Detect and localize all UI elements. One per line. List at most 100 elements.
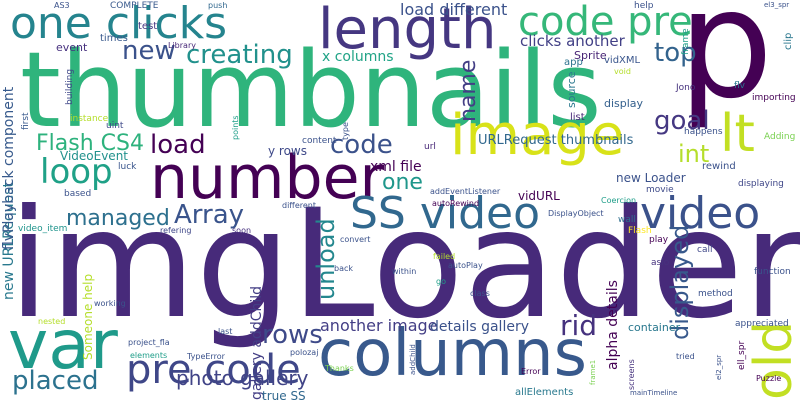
word-allelements: allElements [515,387,574,398]
word-based: based [64,189,92,199]
word-managed: managed [66,206,170,231]
word-project-fla: project_fla [128,338,170,347]
word-different: different [282,201,316,210]
word-as3: AS3 [54,1,70,10]
word-list: list [570,112,585,123]
word-one: one [382,170,423,195]
word-instance: instance [70,114,109,124]
word-columns: columns [318,317,587,391]
word-back: back [334,264,354,273]
word-class: class [470,289,490,298]
word-p: p [678,0,774,132]
word-function: function [754,267,791,277]
word-true-ss: true SS [262,389,306,400]
word-placed: placed [12,366,99,396]
word-working: working [94,299,126,308]
word-top: top [654,38,697,68]
word-failed: failed [433,252,456,261]
word-someone-help: Someone help [81,273,95,360]
word-jono: Jono [676,83,696,93]
word-load: load [150,130,206,160]
word-times: times [100,33,128,44]
word-thumbnails: thumbnails [20,29,602,151]
word-code-pre: code pre [518,0,693,45]
word-void: void [614,67,631,76]
word-loop: loop [40,152,113,192]
word-convert: convert [340,235,371,244]
word-event: event [56,41,88,54]
word-play: play [649,235,669,245]
word-display: display [604,97,644,110]
word-clip: clip [783,32,794,50]
word-screens: screens [627,359,636,390]
word-var: var [8,306,118,385]
word-flv: flv [734,81,745,91]
word-flvplayback-component: flvPlayback component [1,86,17,250]
word-ell-spr: ell_spr [737,340,747,370]
word-goal: goal [654,106,710,136]
word-refering: refering [160,226,192,235]
word-videoevent: VideoEvent [60,149,128,163]
word-length: length [318,0,497,62]
word-new-loader: new Loader [616,171,686,185]
word-one-clicks: one clicks [10,0,228,49]
word-unload: unload [312,218,340,300]
word-push: push [208,1,228,10]
word-details-gallery: details gallery [430,319,529,335]
word-rows: rows [262,320,323,350]
word-load-different: load different [400,0,508,19]
word-container: container [628,321,681,334]
word-adding: Adding [764,132,796,142]
word-happens: happens [684,127,723,137]
word-imgloader: imgLoader [8,178,800,352]
word-clicks-another: clicks another [520,32,625,50]
word-type: type [341,122,350,140]
word-addchild: addChild [409,344,417,375]
word-y-rows: y rows [268,144,307,158]
word-error: Error [521,367,541,376]
word-new: new [122,36,176,66]
word-rid: rid [560,309,598,342]
word-url: url [424,142,436,152]
word-first: first [21,112,31,130]
word-flash-cs4: Flash CS4 [36,131,144,156]
word-method: method [698,289,733,299]
word-within: within [392,267,417,276]
word-flash: Flash [628,226,652,236]
word-video-item: video_item [18,224,68,234]
word-gallery-addchild: gallery addChild [249,285,265,400]
word-image: image [450,103,625,168]
word-video: video [640,188,761,239]
word-frame1: frame1 [589,359,597,385]
word-el3-spr: el3_spr [764,1,790,9]
word-call: call [697,245,713,255]
word-library: Library [168,41,196,50]
word-creating: creating [186,40,293,70]
word-appreciated: appreciated [735,319,789,329]
word-help: help [634,1,654,11]
word-last: last [218,327,233,336]
word-displayobject: DisplayObject [548,209,604,218]
word-int: int [678,140,710,168]
word-autoplay: autoPlay [448,261,483,270]
word-building: building [65,68,75,105]
word-lt: lt [720,104,755,164]
word-elements: elements [130,351,168,360]
word-puzzle: Puzzle [756,374,782,383]
word-app: app [564,57,583,68]
word-old: old [744,320,800,400]
word-photo-gallery: photo gallery [176,366,309,390]
word-content: content [302,136,337,146]
word-vidxml: vidXML [604,55,641,66]
word-sprite: Sprite [574,49,607,62]
word-test: test [138,21,158,32]
word-coercion: Coercion [601,196,637,205]
word-complete: COMPLETE [110,1,159,11]
word-aslo: aslo [651,258,670,268]
word-source: source [565,71,578,108]
word-alpha-details: alpha details [605,280,621,370]
word-go: go [436,277,446,286]
word-pre-code: pre code [126,347,301,393]
word-array: Array [174,200,245,230]
word-frame: frame [681,28,691,55]
